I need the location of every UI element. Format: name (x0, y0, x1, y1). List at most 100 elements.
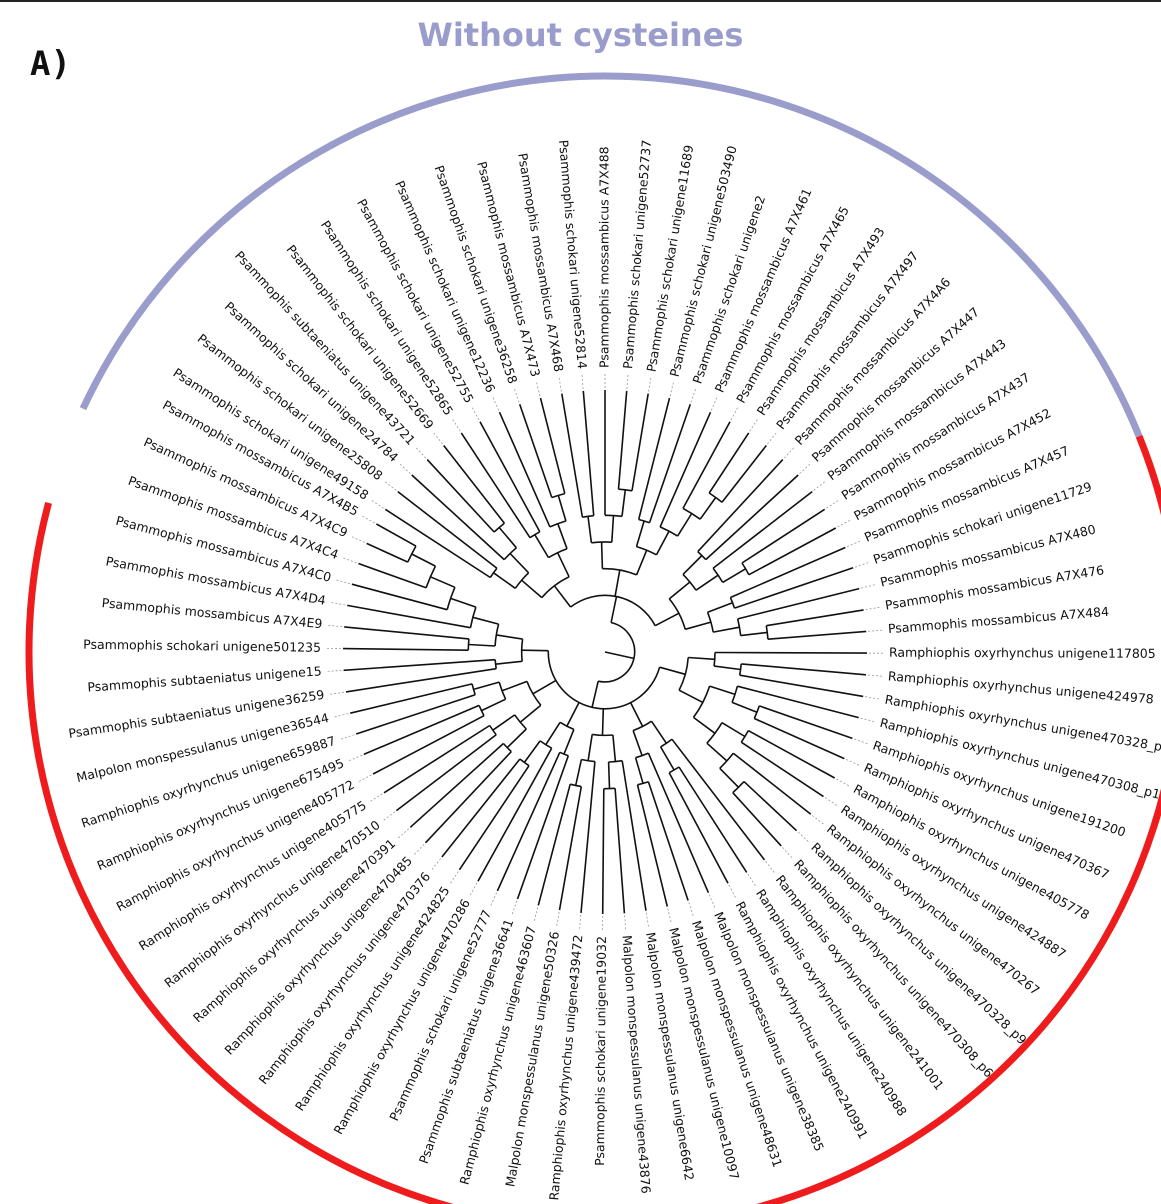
tree-branch (366, 542, 409, 563)
tree-branch (741, 508, 826, 564)
leader-line (624, 915, 627, 932)
leader-line (836, 778, 851, 788)
tree-branch (468, 643, 496, 647)
frame-top-border (0, 0, 1161, 2)
tree-branch (635, 549, 648, 576)
leader-line (341, 557, 357, 564)
tree-branch (740, 741, 824, 798)
leader-line (430, 858, 442, 872)
tree-branch (532, 679, 557, 695)
leader-line (471, 405, 480, 421)
tree-branch (682, 421, 731, 509)
tree-branch (695, 574, 719, 591)
tree-branch (521, 579, 543, 599)
tree-branch (635, 520, 645, 547)
leaf-label: Psammophis schokari unigene19032 (592, 936, 609, 1166)
tree-branch (737, 685, 859, 719)
tree-branch (587, 734, 593, 761)
tree-branch-arc (608, 759, 623, 763)
tree-branch (713, 626, 740, 633)
leader-line (396, 828, 410, 840)
leader-line (865, 606, 882, 610)
tree-branch (376, 523, 417, 547)
leader-line (826, 499, 841, 509)
leaf-label: Psammophis mossambicus A7X488 (597, 146, 612, 368)
tree-branch-arc (581, 758, 595, 763)
leader-line (383, 480, 397, 491)
leaf-label: Psammophis subtaeniatus unigene15 (87, 663, 322, 694)
leader-line (332, 713, 349, 718)
tree-branch (721, 445, 767, 503)
tree-branch (678, 766, 748, 873)
tree-branch (659, 411, 712, 528)
tree-branch-arc (547, 650, 661, 710)
leader-line (579, 914, 582, 931)
leader-line (854, 561, 871, 568)
tree-branch (708, 432, 750, 494)
tree-branch (612, 734, 617, 762)
leaf-label: Psammophis mossambicus A7X484 (887, 604, 1109, 636)
tree-branch (426, 459, 495, 533)
leader-line (690, 387, 697, 403)
tree-branch (496, 751, 561, 892)
tree-branch-arc (719, 752, 734, 769)
tree-branch (741, 663, 867, 676)
tree-branch (537, 783, 571, 906)
tree-branch-arc (548, 547, 568, 559)
tree-branch (706, 742, 728, 762)
tree-branch (342, 647, 469, 651)
tree-branch (614, 569, 621, 597)
leader-line (581, 372, 584, 389)
tree-branch-arc (529, 531, 541, 539)
tree-branch (737, 587, 860, 620)
tree-branch (600, 541, 604, 569)
group-arcs (25, 72, 1161, 1204)
leader-line (626, 372, 629, 389)
tree-branch (384, 508, 491, 579)
tree-branch (582, 390, 595, 516)
tree-branch (534, 534, 550, 559)
leader-line (865, 696, 882, 700)
tree-branch (655, 530, 670, 556)
leader-line (328, 691, 345, 695)
tree-branch-arc (569, 783, 582, 788)
arc-without-cysteines (79, 72, 1143, 438)
tree-branch (659, 746, 675, 771)
panel-label: A) (30, 44, 71, 84)
tree-branch (747, 729, 836, 779)
tree-branch (732, 752, 812, 815)
tree-branch (743, 781, 798, 832)
leader-line (558, 375, 562, 392)
tree-branch (688, 656, 715, 661)
leader-line (360, 514, 375, 524)
tree-branch (684, 621, 712, 631)
tree-branch (636, 784, 669, 907)
tree-branch (693, 716, 716, 734)
leader-line (669, 380, 675, 397)
leader-line (533, 907, 539, 923)
tree-branch (713, 665, 741, 671)
tree-branch (753, 717, 845, 760)
tree-branch (493, 572, 516, 589)
tree-branch (496, 634, 523, 640)
leader-line (765, 861, 776, 875)
tree-branch (697, 459, 784, 553)
tree-branch-arc (659, 526, 679, 537)
tree-branch (557, 495, 567, 522)
tree-branch-arc (469, 606, 477, 628)
tree-branch (518, 404, 553, 498)
leaf-label: Malpolon monspessulanus unigene43876 (620, 935, 654, 1195)
tree-branch (424, 751, 512, 844)
leader-line (325, 670, 342, 672)
tree-branch-arc (618, 488, 633, 492)
leader-line (837, 519, 852, 528)
tree-branch (637, 397, 671, 520)
tree-branch (611, 515, 615, 543)
tree-branch (580, 761, 596, 913)
tree-branch (501, 680, 528, 692)
tree-branch (631, 393, 649, 491)
leader-line (368, 793, 383, 803)
tree-branch-arc (539, 740, 553, 749)
leader-line (511, 900, 518, 917)
tree-branch (617, 390, 628, 490)
